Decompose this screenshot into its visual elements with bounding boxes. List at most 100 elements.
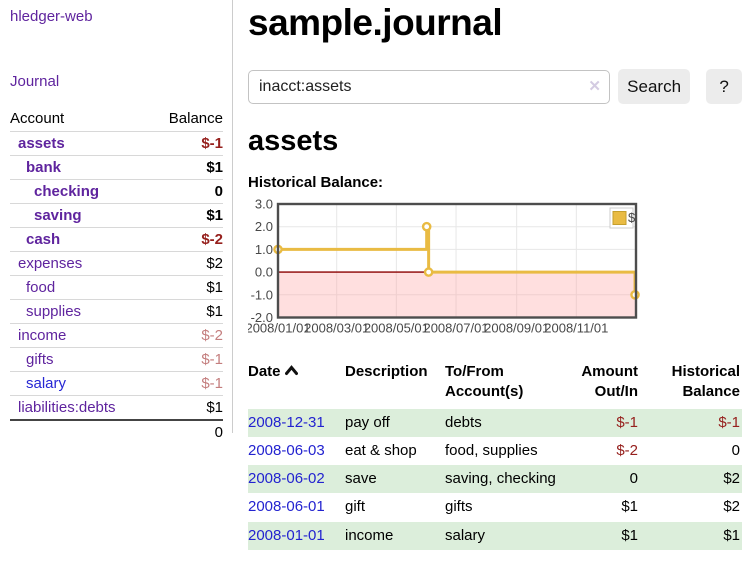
svg-text:2008/05/01: 2008/05/01	[364, 321, 429, 336]
account-link-cash[interactable]: cash	[26, 231, 61, 248]
accounts-header-balance: Balance	[168, 110, 223, 127]
sort-ascending-icon	[284, 362, 298, 382]
transaction-row: 2008-12-31 pay off debts $-1 $-1	[248, 408, 742, 437]
svg-text:2008/09/01: 2008/09/01	[484, 321, 549, 336]
account-link-saving[interactable]: saving	[34, 207, 82, 224]
account-link-bank[interactable]: bank	[26, 159, 62, 176]
transaction-balance: $2	[723, 498, 740, 516]
account-balance: $1	[150, 395, 223, 420]
transaction-date-link[interactable]: 2008-06-02	[248, 470, 325, 487]
register-table: Date Description To/From Account(s) Amou…	[248, 360, 742, 550]
account-row: bank $1	[10, 155, 223, 180]
transaction-balance: $1	[723, 526, 740, 544]
account-row: food $1	[10, 275, 223, 300]
svg-text:2008/07/01: 2008/07/01	[423, 321, 488, 336]
transaction-amount: $1	[621, 526, 638, 544]
account-balance: $1	[150, 299, 223, 324]
clear-search-icon[interactable]: ✕	[588, 77, 601, 95]
accounts-header-row: Account Balance	[10, 108, 223, 132]
svg-text:-1.0: -1.0	[251, 287, 273, 302]
help-button[interactable]: ?	[706, 69, 742, 104]
account-row: supplies $1	[10, 299, 223, 324]
search-form: ✕ Search ?	[248, 69, 742, 104]
account-row: cash $-2	[10, 227, 223, 252]
search-input[interactable]	[248, 69, 610, 104]
account-row: salary $-1	[10, 371, 223, 396]
svg-text:2.0: 2.0	[255, 219, 273, 234]
account-balance: $-1	[150, 131, 223, 156]
transaction-date-link[interactable]: 2008-06-01	[248, 498, 325, 516]
svg-text:$: $	[628, 210, 636, 225]
transaction-description: save	[345, 470, 377, 487]
search-box: ✕	[248, 69, 610, 104]
transaction-row: 2008-06-01 gift gifts $1 $2	[248, 493, 742, 521]
accounts-table: Account Balance assets $-1 bank $1 checking 0…	[10, 108, 223, 444]
account-row: liabilities:debts $1	[10, 395, 223, 420]
accounts-total-balance: 0	[150, 419, 223, 444]
transaction-date-link[interactable]: 2008-01-01	[248, 526, 325, 544]
app-title-link[interactable]: hledger-web	[10, 8, 93, 25]
account-balance: $-2	[150, 323, 223, 348]
search-button[interactable]: Search	[617, 69, 691, 104]
transaction-row: 2008-01-01 income salary $1 $1	[248, 521, 742, 550]
transaction-date-link[interactable]: 2008-12-31	[248, 413, 325, 431]
transaction-description: gift	[345, 498, 366, 516]
transaction-accounts: food, supplies	[445, 441, 538, 459]
chart-title: Historical Balance:	[248, 174, 384, 191]
account-balance: $2	[150, 251, 223, 276]
account-balance: $-1	[150, 347, 223, 372]
account-row: expenses $2	[10, 251, 223, 276]
transaction-amount: $1	[621, 498, 638, 516]
sidebar-item-journal[interactable]: Journal	[10, 73, 60, 90]
sidebar: hledger-web Journal Account Balance asse…	[0, 0, 233, 444]
account-balance: $1	[150, 203, 223, 228]
account-balance: 0	[150, 179, 223, 204]
svg-text:0.0: 0.0	[255, 265, 273, 280]
transaction-accounts: salary	[445, 526, 486, 544]
svg-text:-2.0: -2.0	[251, 310, 273, 325]
svg-text:3.0: 3.0	[255, 197, 273, 212]
account-link-expenses[interactable]: expenses	[18, 255, 83, 272]
register-header-amount: Amount Out/In	[581, 363, 638, 401]
transaction-accounts: saving, checking	[445, 470, 556, 487]
account-link-supplies[interactable]: supplies	[26, 303, 82, 320]
account-row: assets $-1	[10, 131, 223, 156]
transaction-row: 2008-06-02 save saving, checking 0 $2	[248, 465, 742, 494]
transaction-description: eat & shop	[345, 441, 417, 459]
account-balance: $-1	[150, 371, 223, 396]
register-header-balance: Historical Balance	[671, 363, 740, 401]
account-balance: $1	[150, 155, 223, 180]
svg-text:2008/01/01: 2008/01/01	[248, 321, 311, 336]
register-header-row: Date Description To/From Account(s) Amou…	[248, 360, 742, 409]
account-link-liabilities-debts[interactable]: liabilities:debts	[18, 399, 116, 416]
account-link-income[interactable]: income	[18, 327, 67, 344]
transaction-balance: 0	[731, 441, 740, 459]
accounts-total-row: 0	[10, 419, 223, 444]
register-header-accounts: To/From Account(s)	[445, 363, 524, 401]
account-row: checking 0	[10, 179, 223, 204]
account-link-assets[interactable]: assets	[18, 135, 65, 152]
transaction-balance: $2	[723, 470, 740, 487]
transaction-amount: 0	[629, 470, 638, 487]
main-content: sample.journal ✕ Search ? assets Histori…	[248, 0, 742, 550]
register-header-date-label: Date	[248, 363, 281, 380]
transaction-amount: $-2	[616, 441, 638, 459]
account-link-checking[interactable]: checking	[34, 183, 100, 200]
account-link-salary[interactable]: salary	[26, 375, 67, 392]
svg-text:2008/03/01: 2008/03/01	[304, 321, 369, 336]
account-row: income $-2	[10, 323, 223, 348]
page-title: sample.journal	[248, 2, 503, 43]
account-link-food[interactable]: food	[26, 279, 56, 296]
account-row: gifts $-1	[10, 347, 223, 372]
transaction-date-link[interactable]: 2008-06-03	[248, 441, 325, 459]
historical-balance-chart: $3.0 2.0 1.0 0.0 -1.0 -2.02008/01/012008/03/0…	[248, 197, 640, 336]
transaction-description: pay off	[345, 413, 390, 431]
transaction-accounts: debts	[445, 413, 482, 431]
transaction-balance: $-1	[718, 413, 740, 431]
account-link-gifts[interactable]: gifts	[26, 351, 54, 368]
account-row: saving $1	[10, 203, 223, 228]
transaction-amount: $-1	[616, 413, 638, 431]
svg-text:2008/11/01: 2008/11/01	[544, 321, 608, 336]
register-header-description: Description	[345, 363, 428, 380]
register-header-date[interactable]: Date	[248, 360, 345, 409]
